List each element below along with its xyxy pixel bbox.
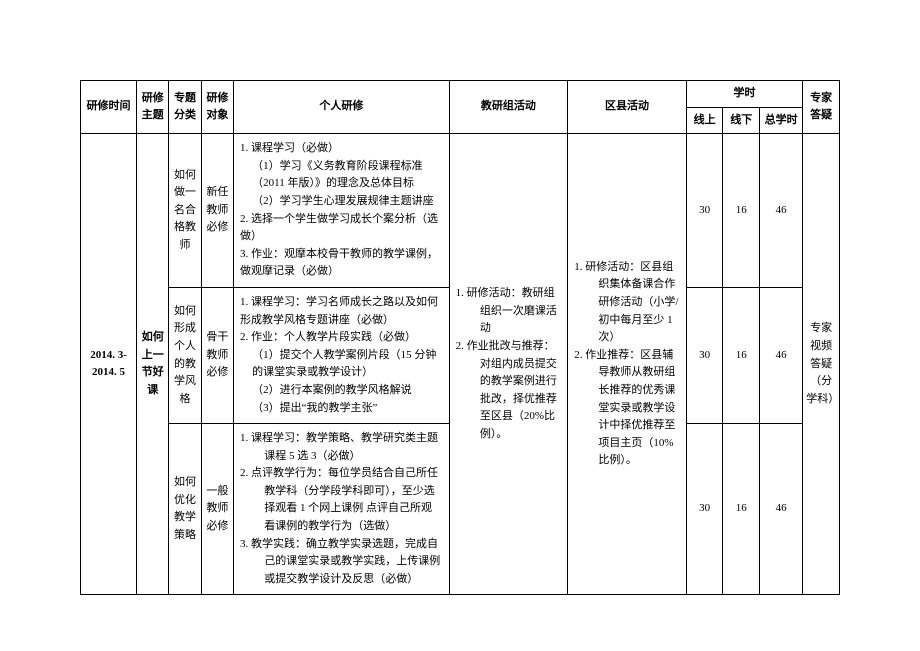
cell-online: 30	[686, 287, 723, 423]
cell-category: 如何做一名合格教师	[169, 134, 201, 288]
cell-total: 46	[760, 424, 803, 595]
cell-personal: 1. 课程学习：学习名师成长之路以及如何形成教学风格专题讲座（必做）2. 作业：…	[234, 287, 450, 423]
col-time: 研修时间	[81, 81, 137, 134]
cell-group: 1. 研修活动：教研组组织一次磨课活动2. 作业批改与推荐：对组内成员提交的教学…	[449, 134, 568, 595]
col-theme: 研修主题	[137, 81, 169, 134]
cell-target: 一般教师必修	[201, 424, 233, 595]
cell-total: 46	[760, 287, 803, 423]
training-plan-table: 研修时间 研修主题 专题分类 研修对象 个人研修 教研组活动 区县活动 学时 专…	[80, 80, 840, 595]
cell-theme: 如何上一节好课	[137, 134, 169, 595]
cell-category: 如何形成个人的教学风格	[169, 287, 201, 423]
cell-period: 2014. 3-2014. 5	[81, 134, 137, 595]
col-expert: 专家答疑	[803, 81, 840, 134]
cell-district: 1. 研修活动：区县组织集体备课合作研修活动（小学/初中每月至少 1 次）2. …	[568, 134, 687, 595]
cell-expert: 专家视频答疑（分学科）	[803, 134, 840, 595]
cell-personal: 1. 课程学习（必做）（1）学习《义务教育阶段课程标准（2011 年版）》的理念…	[234, 134, 450, 288]
cell-offline: 16	[723, 287, 760, 423]
cell-personal: 1. 课程学习：教学策略、教学研究类主题课程 5 选 3（必做）2. 点评教学行…	[234, 424, 450, 595]
cell-total: 46	[760, 134, 803, 288]
col-hours: 学时	[686, 81, 802, 108]
col-group: 教研组活动	[449, 81, 568, 134]
cell-offline: 16	[723, 424, 760, 595]
cell-offline: 16	[723, 134, 760, 288]
table-row: 2014. 3-2014. 5 如何上一节好课 如何做一名合格教师 新任教师必修…	[81, 134, 840, 288]
col-personal: 个人研修	[234, 81, 450, 134]
cell-target: 骨干教师必修	[201, 287, 233, 423]
col-total: 总学时	[760, 107, 803, 134]
cell-online: 30	[686, 424, 723, 595]
cell-online: 30	[686, 134, 723, 288]
cell-target: 新任教师必修	[201, 134, 233, 288]
cell-category: 如何优化教学策略	[169, 424, 201, 595]
col-target: 研修对象	[201, 81, 233, 134]
col-offline: 线下	[723, 107, 760, 134]
col-category: 专题分类	[169, 81, 201, 134]
col-online: 线上	[686, 107, 723, 134]
col-district: 区县活动	[568, 81, 687, 134]
